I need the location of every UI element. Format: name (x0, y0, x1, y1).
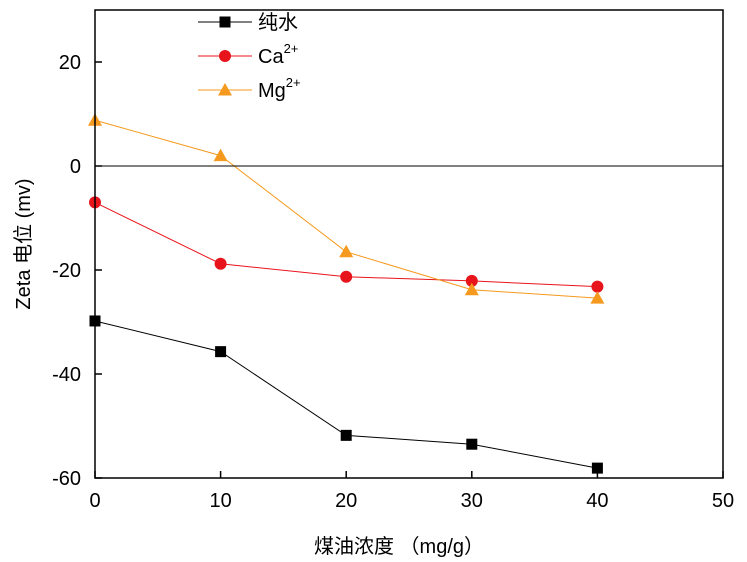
series-2 (89, 196, 604, 293)
legend-label: Ca2+ (258, 41, 298, 68)
y-tick-label: 0 (70, 156, 81, 178)
series-layer (88, 113, 605, 474)
legend-label-sup: 2+ (284, 41, 299, 56)
legend-label-base: Ca (258, 46, 284, 68)
legend-label: 纯水 (258, 11, 298, 34)
data-point (340, 270, 353, 283)
x-tick-label: 40 (586, 490, 608, 512)
legend-item: Mg2+ (198, 75, 301, 102)
legend-label-sup: 2+ (286, 75, 301, 90)
series-1 (89, 315, 603, 474)
y-axis-ticks: -60 -40 -20 0 20 (52, 52, 102, 490)
legend-label-base: 纯水 (258, 11, 298, 34)
x-tick-label: 20 (335, 490, 357, 512)
x-tick-label: 30 (461, 490, 483, 512)
data-point (214, 257, 227, 270)
data-point (590, 291, 605, 304)
legend-item: 纯水 (198, 11, 298, 34)
data-point (466, 438, 478, 450)
plot-frame (94, 9, 724, 479)
data-point (215, 346, 227, 358)
data-point (340, 429, 352, 441)
data-point (213, 148, 228, 162)
data-point (591, 280, 604, 293)
legend-marker (218, 83, 232, 96)
legend-label: Mg2+ (258, 75, 301, 102)
legend-label-base: Mg (258, 80, 286, 102)
x-axis-title: 煤油浓度 （mg/g） (314, 535, 484, 558)
x-axis-ticks: 0 10 20 30 40 50 (89, 471, 734, 512)
x-tick-label: 10 (209, 490, 231, 512)
legend-marker (219, 16, 231, 28)
y-tick-label: -20 (52, 260, 81, 282)
y-tick-label: 20 (59, 52, 81, 74)
legend-marker (219, 50, 231, 62)
y-tick-label: -40 (52, 364, 81, 386)
legend-item: Ca2+ (198, 41, 298, 68)
data-point (464, 282, 479, 296)
data-point (591, 462, 603, 474)
x-tick-label: 0 (89, 490, 100, 512)
series-line (94, 320, 598, 469)
data-point (465, 274, 478, 287)
y-axis-title: Zeta 电位 (mv) (12, 178, 35, 309)
x-tick-label: 50 (712, 490, 734, 512)
y-tick-label: -60 (52, 468, 81, 490)
data-point (339, 244, 354, 258)
